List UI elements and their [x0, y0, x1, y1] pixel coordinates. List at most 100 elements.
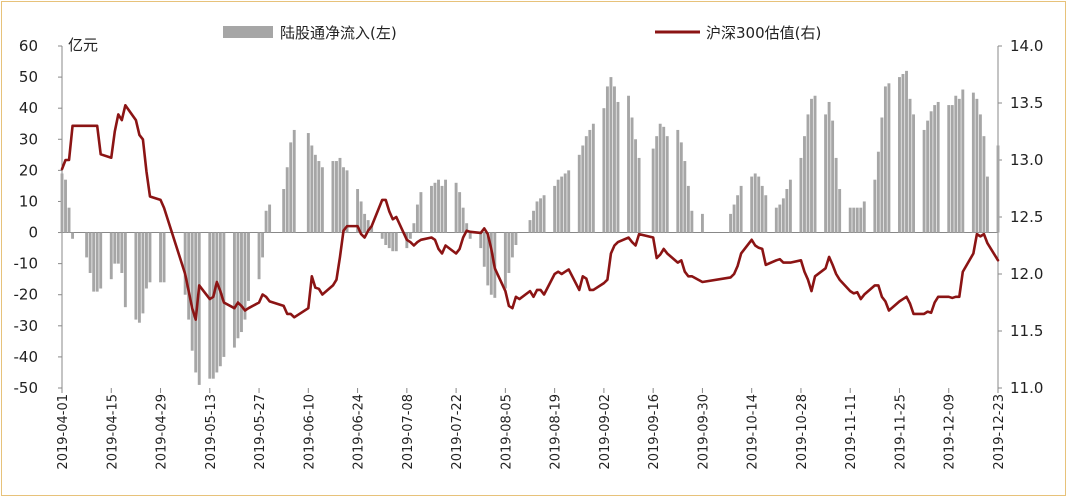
right-tick-label: 13.0 [1010, 151, 1043, 169]
bar [961, 89, 965, 233]
x-tick-label: 2019-11-11 [844, 394, 859, 470]
bar [563, 173, 567, 233]
bar [588, 129, 592, 233]
left-tick-label: -50 [14, 379, 39, 397]
right-tick-label: 11.5 [1010, 322, 1043, 340]
left-tick-label: 50 [19, 68, 38, 86]
bar [901, 73, 905, 233]
bar [359, 201, 363, 233]
bar [757, 176, 761, 233]
bar [658, 123, 662, 233]
bar [996, 145, 1000, 233]
bar [986, 176, 989, 233]
bar [978, 114, 982, 233]
bar [806, 114, 810, 233]
bar [926, 120, 930, 233]
right-tick-label: 12.5 [1010, 208, 1043, 226]
left-tick-label: 20 [19, 161, 38, 179]
bar [197, 232, 201, 385]
bar [859, 207, 863, 233]
bar [468, 232, 472, 239]
bar [384, 232, 388, 245]
left-tick-label: -30 [14, 317, 39, 335]
bar [609, 77, 613, 233]
x-tick-label: 2019-08-05 [499, 394, 514, 470]
bar [222, 232, 226, 357]
bar [503, 232, 507, 289]
bar [975, 98, 979, 233]
bar [345, 170, 349, 233]
x-tick-label: 2019-04-29 [155, 394, 170, 470]
bar [187, 232, 191, 320]
bar [781, 198, 785, 233]
bar [465, 223, 469, 233]
bar [848, 207, 852, 233]
bar [690, 210, 694, 233]
bar [950, 105, 954, 233]
x-tick-label: 2019-07-22 [450, 394, 465, 470]
bar [855, 207, 859, 233]
bar [936, 101, 940, 233]
bar [85, 232, 89, 258]
left-axis-unit: 亿元 [68, 36, 98, 54]
bar [700, 213, 704, 233]
bar [908, 98, 912, 233]
bar [391, 232, 395, 252]
bar [440, 185, 444, 233]
bar [637, 157, 641, 233]
bar [799, 157, 803, 233]
bar [876, 151, 880, 233]
line-series [60, 103, 1000, 321]
valuation-line [60, 103, 1000, 321]
bar [292, 129, 296, 233]
x-tick-label: 2019-09-30 [696, 394, 711, 470]
legend: 陆股通净流入(左) 沪深300估值(右) [223, 24, 821, 42]
bar [662, 126, 666, 233]
bar [394, 232, 398, 252]
bar [971, 92, 975, 233]
bar [634, 139, 638, 233]
bar [243, 232, 247, 320]
bar [387, 232, 391, 249]
bar [479, 232, 483, 249]
x-tick-label: 2019-05-27 [253, 394, 268, 470]
left-tick-label: -40 [14, 348, 39, 366]
left-tick-label: 0 [28, 224, 38, 242]
bar [922, 129, 926, 233]
bar [602, 108, 606, 233]
bar [581, 145, 585, 233]
bar [99, 232, 103, 289]
x-tick-label: 2019-05-13 [204, 394, 219, 470]
bar [560, 176, 564, 233]
bar-series [60, 70, 1000, 385]
bar [905, 70, 908, 233]
right-tick-label: 12.0 [1010, 265, 1043, 283]
bar [317, 161, 321, 233]
bar [813, 95, 817, 233]
bar [430, 185, 433, 233]
bar [676, 129, 680, 233]
bar [679, 142, 683, 233]
chart-labels: 60 50 40 30 20 10 0 -10 -20 -30 -40 -50 14.0 13.5 13.0… [14, 37, 1044, 470]
bar [883, 86, 887, 233]
bar [852, 207, 856, 233]
bar [778, 204, 782, 233]
x-tick-label: 2019-08-19 [549, 394, 564, 470]
bar [335, 161, 338, 233]
bar [510, 232, 514, 258]
bar [760, 185, 764, 233]
bar [528, 220, 532, 233]
bar [113, 232, 117, 264]
bar [954, 95, 958, 233]
bar [887, 83, 891, 233]
bar [627, 95, 630, 233]
bar [257, 232, 261, 280]
bar [215, 232, 219, 373]
bar [482, 232, 486, 267]
legend-line-label: 沪深300估值(右) [706, 24, 821, 42]
x-tick-label: 2019-04-01 [56, 394, 71, 470]
bar [532, 210, 535, 233]
x-tick-label: 2019-12-23 [992, 394, 1007, 470]
bar [211, 232, 215, 379]
right-tick-label: 14.0 [1010, 37, 1043, 55]
